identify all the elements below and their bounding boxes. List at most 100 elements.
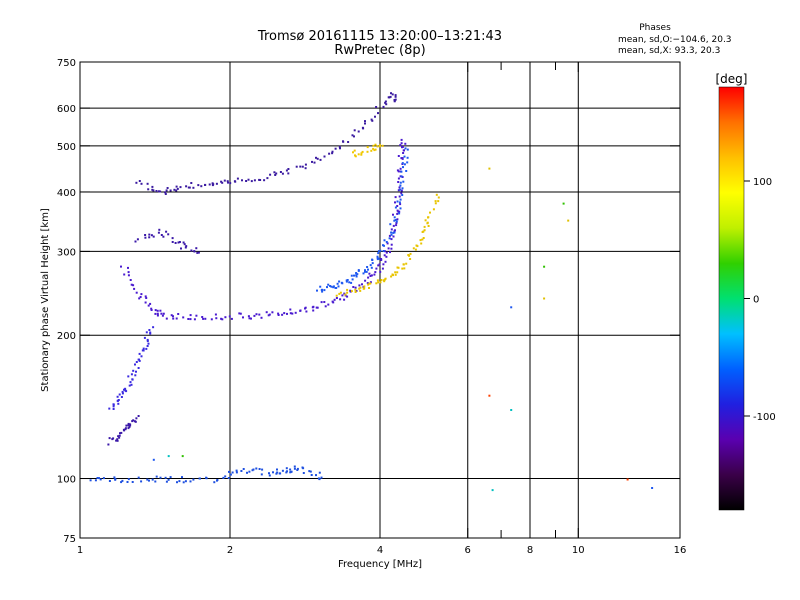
data-point (383, 250, 386, 253)
data-point (355, 272, 358, 274)
data-point (277, 314, 280, 316)
data-point (401, 145, 404, 148)
data-point (346, 295, 349, 298)
data-point (405, 262, 408, 265)
data-point (389, 95, 392, 98)
data-point (401, 194, 404, 196)
data-point (339, 147, 341, 150)
data-point (360, 152, 363, 155)
data-point (392, 213, 394, 216)
data-point (371, 119, 374, 122)
data-point (376, 145, 379, 148)
chart-subtitle: RwPretec (8p) (334, 43, 425, 58)
data-point (127, 271, 130, 274)
y-axis-label: Stationary phase Virtual Height [km] (40, 208, 51, 392)
data-point (160, 234, 163, 236)
y-tick-label: 400 (57, 188, 76, 199)
data-point (313, 161, 316, 164)
data-point (335, 287, 338, 289)
data-point (281, 313, 284, 316)
data-point (145, 331, 148, 334)
axes: 1 2 4 6 8 10 16 75 100 200 300 400 500 600 750 (57, 58, 686, 556)
data-point (235, 471, 238, 474)
data-point (335, 294, 338, 297)
data-point (229, 182, 232, 185)
data-point (221, 318, 224, 321)
data-point (326, 286, 328, 289)
y-tick-label: 200 (57, 331, 76, 342)
data-point (423, 229, 426, 232)
data-point (368, 282, 371, 285)
data-point (147, 188, 150, 191)
data-point (304, 307, 306, 310)
data-point (165, 189, 168, 192)
data-point (305, 310, 308, 313)
data-point (159, 476, 162, 479)
data-point (355, 289, 358, 292)
data-point (376, 258, 379, 261)
data-point (212, 183, 215, 186)
data-point (400, 170, 403, 173)
colorbar-tick-label: 100 (753, 177, 772, 188)
data-point (165, 230, 168, 233)
data-point (302, 472, 305, 474)
data-point (239, 312, 242, 315)
data-point (157, 231, 160, 234)
data-point (130, 383, 133, 386)
data-point (392, 235, 395, 238)
data-point (145, 297, 148, 299)
data-point (346, 288, 349, 291)
data-point (252, 468, 255, 471)
data-point (175, 317, 178, 320)
data-point (355, 275, 358, 278)
data-point (108, 480, 111, 482)
data-point (144, 295, 147, 298)
data-point (293, 465, 296, 468)
data-point (324, 305, 327, 308)
data-point (357, 269, 360, 272)
data-point (359, 286, 362, 289)
data-point (398, 186, 401, 189)
data-point (271, 311, 274, 314)
data-point (295, 165, 298, 168)
data-point (261, 468, 264, 471)
data-point (242, 468, 245, 470)
data-point (173, 188, 176, 191)
data-point (125, 424, 128, 427)
data-point (238, 312, 241, 315)
data-point (152, 235, 155, 238)
chart-title: Tromsø 20161115 13:20:00–13:21:43 (257, 29, 502, 44)
data-point (332, 285, 335, 288)
data-point (304, 163, 307, 166)
data-point (315, 474, 317, 477)
data-point (177, 313, 180, 315)
data-point (406, 156, 409, 159)
data-point (192, 478, 195, 481)
legend-title: Phases (639, 23, 671, 33)
data-point (200, 185, 203, 188)
data-point (121, 479, 124, 482)
data-point (290, 470, 293, 473)
data-point (137, 367, 140, 369)
data-point (192, 186, 195, 189)
data-point (149, 302, 152, 305)
data-point (381, 267, 384, 270)
data-point (409, 258, 412, 260)
data-point (260, 316, 263, 319)
data-point (167, 455, 170, 458)
data-point (127, 375, 130, 378)
data-point (379, 281, 382, 284)
data-point (117, 402, 120, 405)
data-point (140, 293, 143, 296)
data-point (331, 300, 334, 303)
data-point (116, 439, 119, 442)
data-point (402, 263, 405, 266)
data-point (124, 389, 127, 392)
data-point (488, 167, 491, 170)
data-point (156, 314, 159, 317)
data-point (172, 315, 174, 318)
data-point (258, 468, 261, 470)
data-point (351, 134, 354, 137)
data-point (437, 196, 440, 199)
data-point (414, 248, 417, 251)
